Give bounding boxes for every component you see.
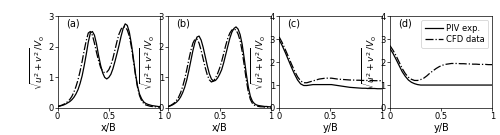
Y-axis label: $\sqrt{u^2+v^2}/V_0$: $\sqrt{u^2+v^2}/V_0$	[140, 35, 158, 90]
Legend: PIV exp., CFD data: PIV exp., CFD data	[421, 20, 488, 48]
X-axis label: y/B: y/B	[434, 123, 449, 133]
Y-axis label: $\sqrt{u^2+v^2}/V_0$: $\sqrt{u^2+v^2}/V_0$	[361, 35, 379, 90]
X-axis label: x/B: x/B	[212, 123, 228, 133]
Text: (d): (d)	[398, 19, 412, 29]
Text: (c): (c)	[288, 19, 300, 29]
Text: (b): (b)	[176, 19, 190, 29]
X-axis label: y/B: y/B	[322, 123, 338, 133]
Text: (a): (a)	[66, 19, 80, 29]
Y-axis label: $\sqrt{u^2+v^2}/V_0$: $\sqrt{u^2+v^2}/V_0$	[28, 35, 46, 90]
X-axis label: x/B: x/B	[101, 123, 116, 133]
Y-axis label: $\sqrt{u^2+v^2}/V_0$: $\sqrt{u^2+v^2}/V_0$	[250, 35, 268, 90]
